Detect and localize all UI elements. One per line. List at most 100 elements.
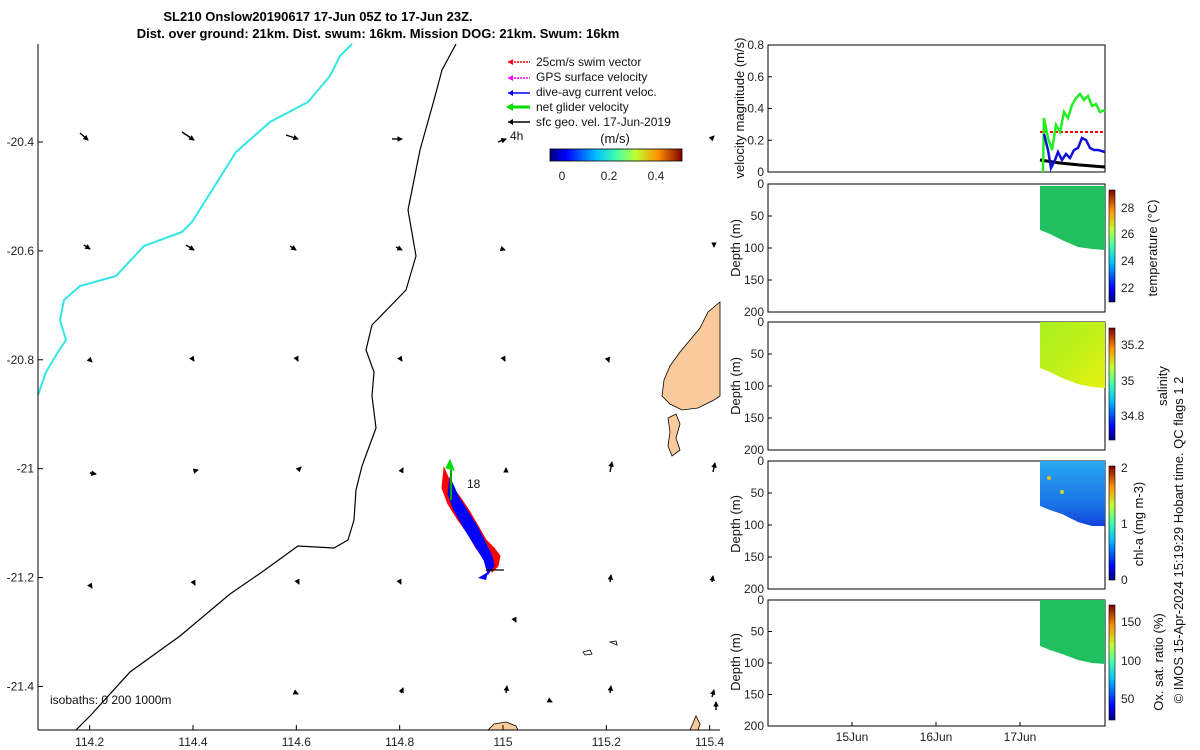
chla-cb-tick: 2	[1121, 461, 1128, 475]
velocity-arrow	[396, 578, 402, 585]
temperature-cb-tick: 22	[1121, 281, 1135, 295]
velocity-ylabel: velocity magnitude (m/s)	[732, 38, 747, 179]
map-x-tick-label: 115.4	[695, 735, 724, 749]
legend-dive-avg: dive-avg current veloc.	[536, 85, 657, 99]
salinity-colorbar	[1108, 327, 1116, 441]
island-land	[661, 301, 721, 411]
salinity-section	[1040, 322, 1105, 388]
map-y-tick-label: -21.2	[7, 571, 35, 585]
map-x-tick-label: 114.8	[385, 735, 414, 749]
oxygen-ylabel: Depth (m)	[728, 633, 743, 691]
legend-4h: 4h	[510, 129, 523, 143]
map-x-tick-label: 115	[493, 735, 512, 749]
right-panels: 0 0.2 0.4 0.6 0.8 velocity magnitude (m/s) 0…	[728, 38, 1170, 744]
panel-y-tick-label: 50	[751, 625, 765, 639]
chla-sample	[1060, 490, 1064, 494]
legend-net-glider: net glider velocity	[536, 100, 629, 114]
panel-y-tick-label: 100	[744, 241, 764, 255]
temperature-cb-tick: 24	[1121, 254, 1135, 268]
chla-cb-tick: 1	[1121, 517, 1128, 531]
colorbar-tick: 0.4	[648, 169, 665, 183]
oxygen-section	[1040, 600, 1105, 664]
velocity-arrow	[285, 134, 299, 141]
oxygen-y-ticks: 0 50 100 150 200	[744, 593, 772, 733]
velocity-arrow	[87, 582, 93, 589]
velocity-arrow	[398, 687, 404, 694]
velocity-arrow	[190, 579, 196, 586]
track-net-velocity	[445, 458, 455, 471]
salinity-cb-tick: 34.8	[1121, 409, 1145, 423]
velocity-arrow	[709, 575, 715, 583]
map-panel: 18 25cm/s swim vector GPS surface veloci…	[7, 43, 725, 749]
chla-colorbar	[1108, 465, 1116, 581]
panel-y-tick-label: 200	[744, 582, 764, 596]
panel-y-tick-label: 150	[744, 273, 764, 287]
panel-y-tick-label: 0	[757, 593, 764, 607]
velocity-panel: 0 0.2 0.4 0.6 0.8 velocity magnitude (m/s)	[732, 38, 1106, 179]
map-y-ticks: -20.4 -20.6 -20.8 -21 -21.2 -21.4	[7, 135, 43, 693]
temperature-cb-tick: 28	[1121, 201, 1135, 215]
salinity-cb-tick: 35	[1121, 374, 1135, 388]
date-tick: 17Jun	[1004, 730, 1037, 744]
legend-swim-vector: 25cm/s swim vector	[536, 55, 641, 69]
panel-y-tick-label: 100	[744, 518, 764, 532]
oxygen-cb-tick: 100	[1121, 654, 1141, 668]
colorbar-tick: 0	[559, 169, 566, 183]
temperature-cb-tick: 26	[1121, 227, 1135, 241]
map-x-tick-label: 114.2	[75, 735, 104, 749]
panel-y-tick-label: 0	[757, 177, 764, 191]
title-line-2: Dist. over ground: 21km. Dist. swum: 16k…	[137, 26, 620, 41]
sfc-geo-velocity-arrows	[79, 131, 719, 710]
isobath-label: isobaths: 0 200 1000m	[50, 693, 171, 707]
panel-y-tick-label: 50	[751, 209, 765, 223]
velocity-arrow	[607, 574, 614, 583]
map-x-tick-label: 115.2	[592, 735, 621, 749]
temperature-cb-label: temperature (°C)	[1145, 200, 1160, 297]
chla-ylabel: Depth (m)	[728, 495, 743, 553]
velocity-arrow	[604, 356, 611, 363]
velocity-arrow	[83, 244, 91, 250]
velocity-arrow	[708, 135, 715, 142]
chla-sample	[1047, 476, 1051, 480]
velocity-arrow	[79, 132, 89, 141]
velocity-arrow	[511, 616, 517, 623]
contour-small	[608, 640, 618, 646]
panel-y-tick-label: 150	[744, 550, 764, 564]
velocity-arrow	[292, 689, 299, 695]
map-y-tick-label: -20.4	[7, 135, 35, 149]
panel-y-tick-label: 0	[757, 315, 764, 329]
dive-avg-velocity-line	[1042, 133, 1106, 172]
map-y-tick-label: -21	[17, 462, 35, 476]
chla-section	[1040, 461, 1105, 526]
chla-cb-tick: 0	[1121, 573, 1128, 587]
velocity-arrow	[293, 355, 299, 362]
velocity-axes	[767, 44, 1106, 173]
oxygen-cb-tick: 50	[1121, 692, 1135, 706]
velocity-arrow	[497, 138, 507, 144]
map-x-ticks: 114.2 114.4 114.6 114.8 115 115.2 115.4	[75, 725, 725, 749]
salinity-ylabel: Depth (m)	[728, 357, 743, 415]
temperature-y-ticks: 0 50 100 150 200	[744, 177, 772, 319]
velocity-arrow	[185, 244, 195, 251]
velocity-arrow	[546, 697, 553, 703]
panel-y-tick-label: 150	[744, 688, 764, 702]
title-line-1: SL210 Onslow20190617 17-Jun 05Z to 17-Ju…	[163, 9, 472, 24]
velocity-arrow	[295, 466, 302, 473]
velocity-y-tick-label: 0.2	[747, 133, 764, 147]
track-end-arrow	[478, 572, 488, 580]
velocity-arrow	[398, 467, 404, 474]
oxygen-panel: 0 50 100 150 200 Depth (m) 150 100 50 Ox. sa…	[728, 593, 1166, 733]
chla-cb-label: chl-a (mg m-3)	[1131, 482, 1146, 567]
velocity-arrow	[289, 245, 297, 251]
velocity-arrow	[192, 468, 199, 474]
isobath-cyan	[37, 43, 353, 396]
oxygen-cb-tick: 150	[1121, 615, 1141, 629]
contour-small	[582, 649, 593, 656]
panel-y-tick-label: 50	[751, 347, 765, 361]
temperature-colorbar	[1108, 189, 1116, 303]
velocity-arrow	[711, 462, 717, 473]
map-legend: 25cm/s swim vector GPS surface velocity …	[506, 55, 671, 143]
velocity-arrow	[189, 355, 195, 362]
date-x-ticks: 15Jun 16Jun 17Jun	[836, 722, 1037, 744]
velocity-arrow	[503, 685, 510, 694]
